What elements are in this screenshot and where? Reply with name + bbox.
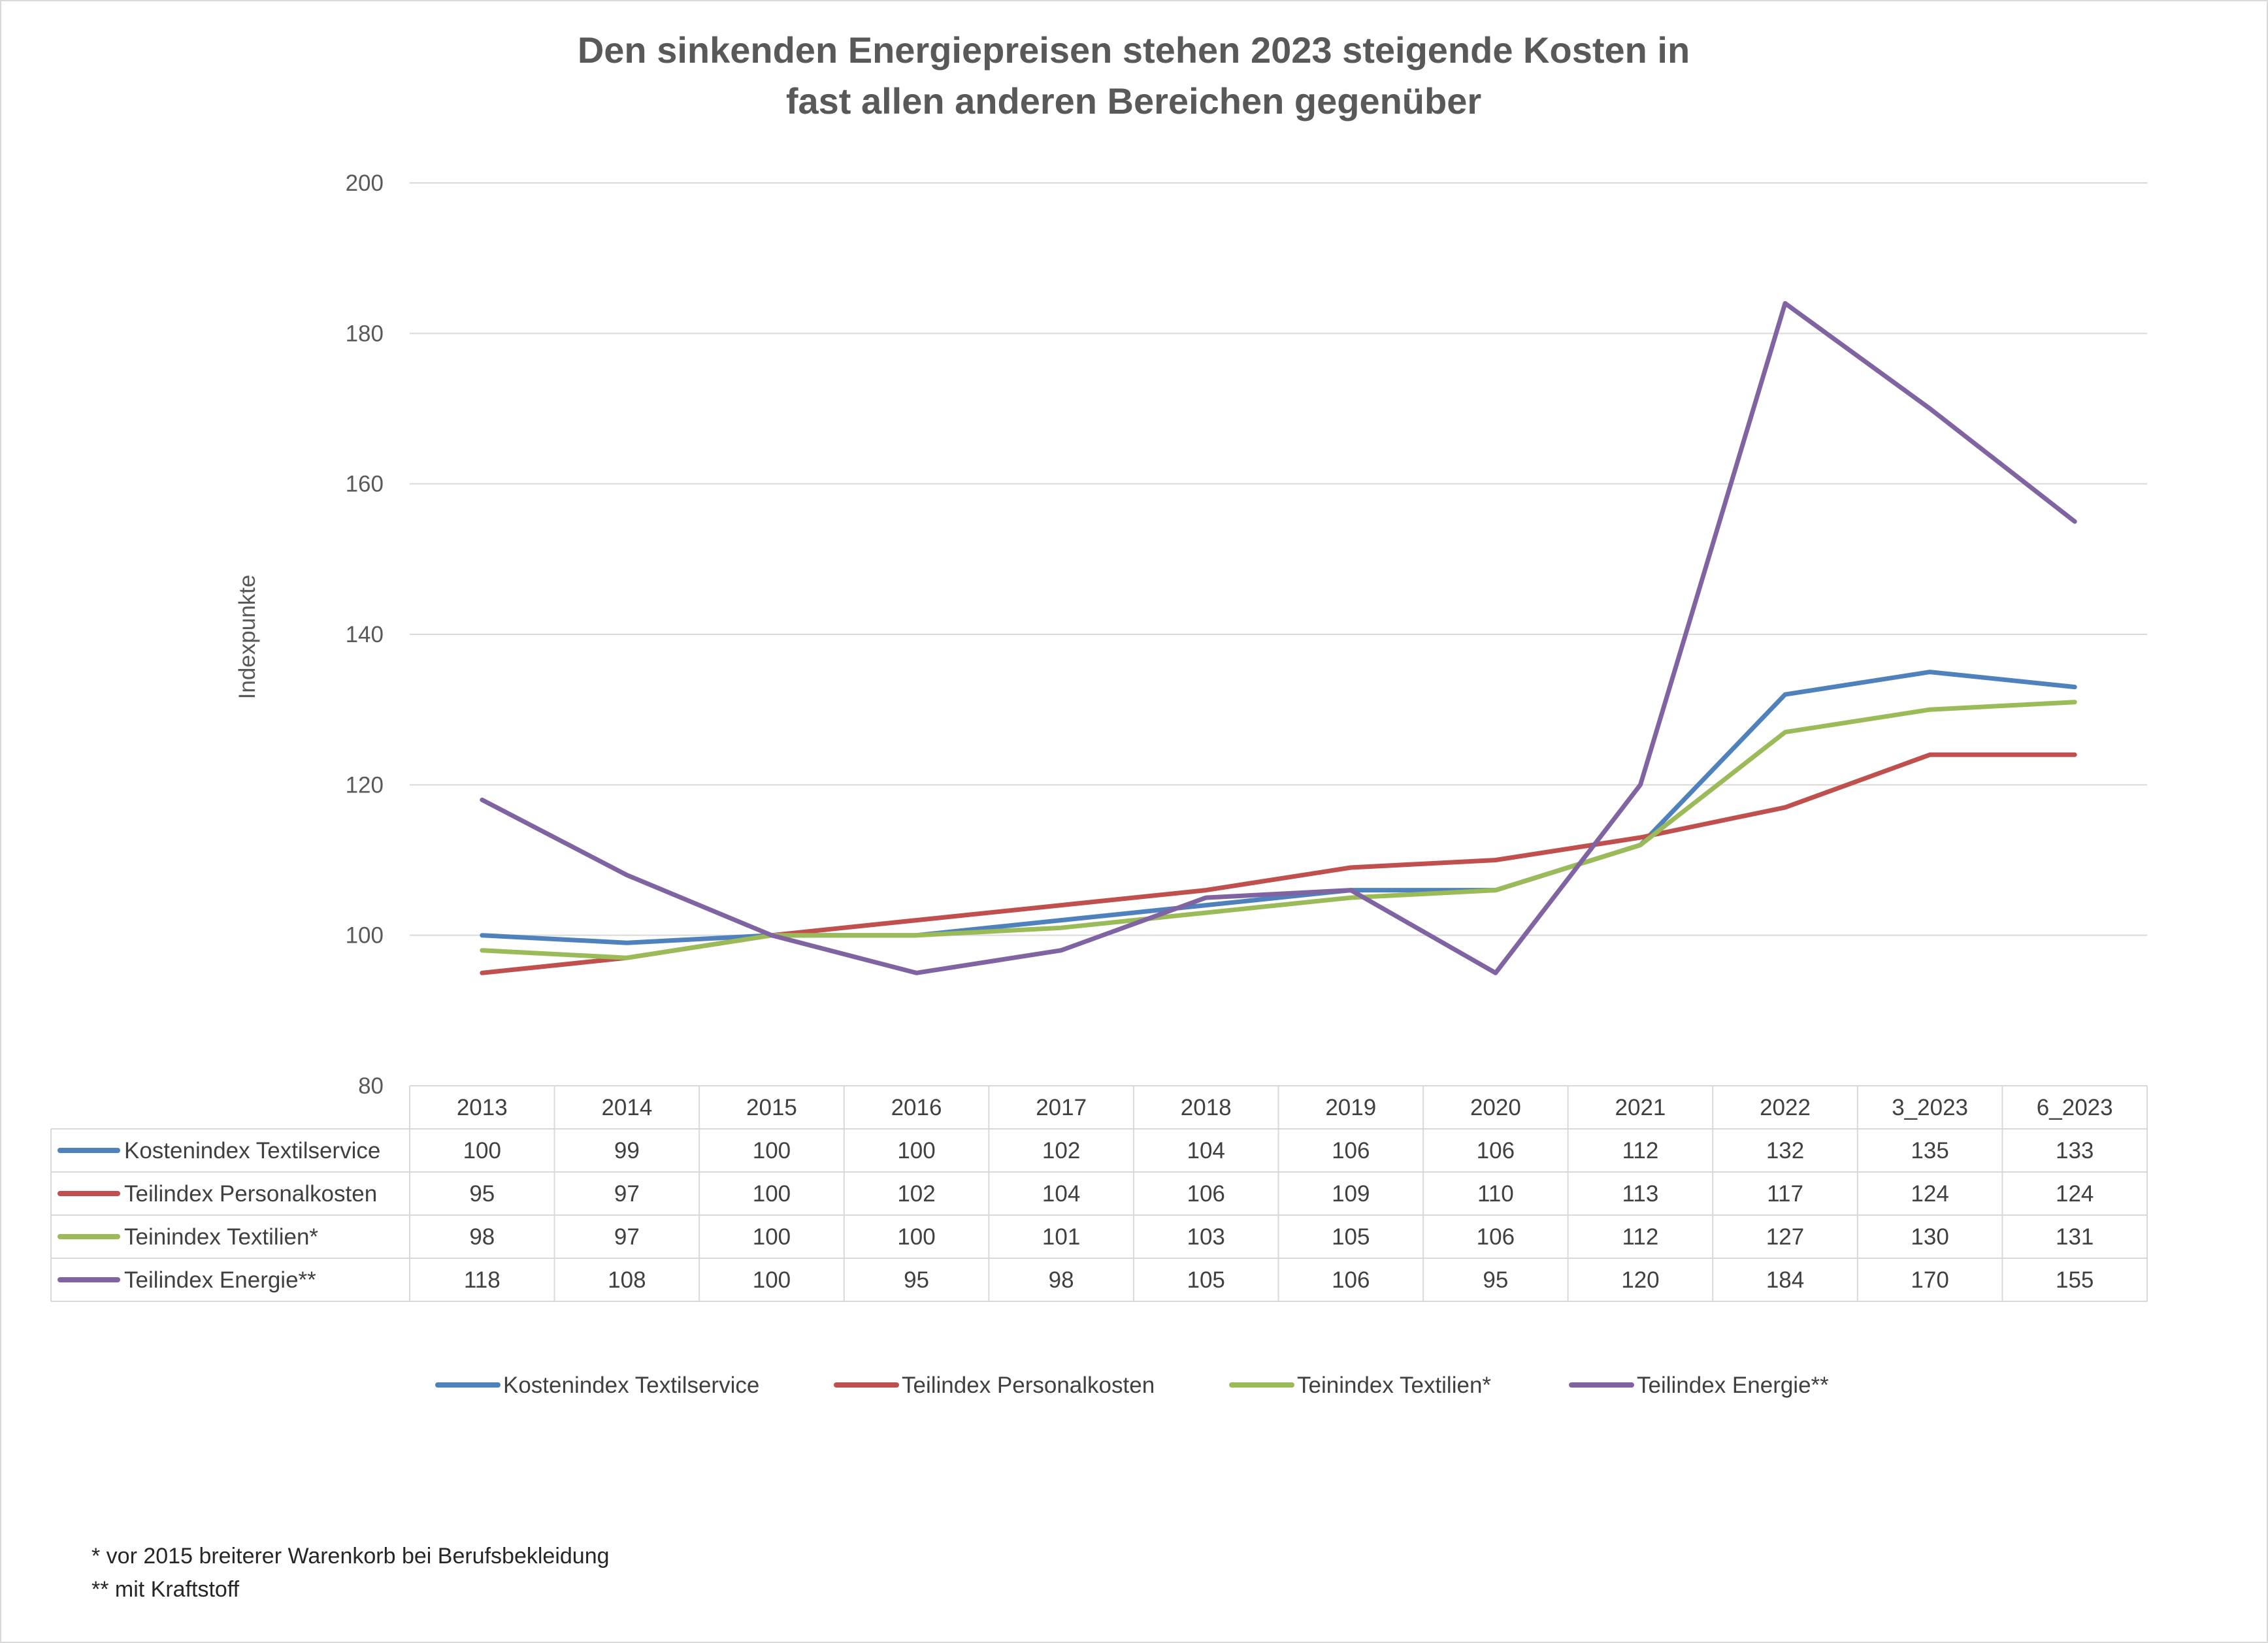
data-label-s2-2014: 97: [614, 1181, 640, 1207]
series-line-1: [480, 670, 2077, 945]
x-tick-label-6_2023: 6_2023: [2037, 1095, 2113, 1120]
x-tick-label-2014: 2014: [601, 1095, 652, 1120]
data-label-s4-2019: 106: [1332, 1267, 1370, 1293]
y-axis-ticks: 80 100 120 140 160 180 200: [346, 171, 384, 1099]
data-label-s2-6_2023: 124: [2056, 1181, 2094, 1207]
data-label-s2-2022: 117: [1767, 1181, 1803, 1207]
x-tick-label-2017: 2017: [1036, 1095, 1087, 1120]
table-series-name-4: Teilindex Energie**: [124, 1267, 316, 1293]
series-line-3: [480, 700, 2077, 960]
x-tick-label-2015: 2015: [746, 1095, 797, 1120]
x-tick-label-2022: 2022: [1760, 1095, 1811, 1120]
data-table: 2013 2014 2015 2016 2017 2018 2019 2020 2021 2022…: [50, 1085, 2148, 1302]
data-label-s4-2016: 95: [904, 1267, 929, 1293]
x-tick-label-2019: 2019: [1325, 1095, 1376, 1120]
data-label-s1-3_2023: 135: [1911, 1138, 1948, 1163]
data-label-s2-2016: 102: [897, 1181, 935, 1207]
data-label-s2-2019: 109: [1332, 1181, 1370, 1207]
data-label-s1-2019: 106: [1332, 1138, 1370, 1163]
data-label-s2-2013: 95: [469, 1181, 495, 1207]
data-label-s2-3_2023: 124: [1911, 1181, 1948, 1207]
data-label-s3-3_2023: 130: [1911, 1224, 1948, 1250]
y-tick-label-200: 200: [346, 171, 384, 196]
data-label-s2-2021: 113: [1622, 1181, 1659, 1207]
data-label-s2-2015: 100: [753, 1181, 791, 1207]
data-label-s4-2020: 95: [1483, 1267, 1508, 1293]
y-axis-label: Indexpunkte: [235, 575, 260, 700]
data-label-s1-2017: 102: [1042, 1138, 1080, 1163]
gridlines: [410, 182, 2147, 936]
series-lines: [480, 301, 2077, 975]
y-tick-label-140: 140: [346, 622, 384, 647]
data-label-s4-2018: 105: [1187, 1267, 1225, 1293]
legend-label-3: Teinindex Textilien*: [1297, 1373, 1491, 1398]
data-label-s4-6_2023: 155: [2056, 1267, 2094, 1293]
data-label-s2-2017: 104: [1042, 1181, 1080, 1207]
data-label-s4-2015: 100: [753, 1267, 791, 1293]
data-label-s3-2019: 105: [1332, 1224, 1370, 1250]
y-tick-label-100: 100: [346, 923, 384, 949]
legend-label-4: Teilindex Energie**: [1637, 1373, 1829, 1398]
x-tick-label-2021: 2021: [1615, 1095, 1666, 1120]
chart-title-line-1: Den sinkenden Energiepreisen stehen 2023…: [578, 29, 1690, 71]
table-series-name-2: Teilindex Personalkosten: [124, 1181, 377, 1207]
data-label-s3-2017: 101: [1042, 1224, 1080, 1250]
data-label-s3-2022: 127: [1766, 1224, 1804, 1250]
footnote-2: ** mit Kraftstoff: [91, 1577, 240, 1602]
legend: Kostenindex Textilservice Teilindex Perso…: [435, 1373, 1829, 1398]
data-label-s1-2020: 106: [1477, 1138, 1515, 1163]
table-series-name-3: Teinindex Textilien*: [124, 1224, 318, 1250]
data-label-s3-2016: 100: [897, 1224, 935, 1250]
data-label-s1-2014: 99: [614, 1138, 640, 1163]
chart-title: Den sinkenden Energiepreisen stehen 2023…: [578, 29, 1690, 122]
data-label-s4-2021: 120: [1621, 1267, 1659, 1293]
y-tick-label-80: 80: [358, 1073, 384, 1099]
data-label-s3-2014: 97: [614, 1224, 640, 1250]
data-label-s1-2015: 100: [753, 1138, 791, 1163]
data-label-s2-2020: 110: [1477, 1181, 1514, 1207]
table-series-name-1: Kostenindex Textilservice: [124, 1138, 380, 1163]
data-label-s3-6_2023: 131: [2056, 1224, 2094, 1250]
y-tick-label-120: 120: [346, 772, 384, 798]
data-label-s1-2021: 112: [1622, 1138, 1659, 1163]
legend-label-1: Kostenindex Textilservice: [503, 1373, 759, 1398]
data-label-s3-2015: 100: [753, 1224, 791, 1250]
data-label-s2-2018: 106: [1187, 1181, 1225, 1207]
data-label-s4-3_2023: 170: [1911, 1267, 1948, 1293]
data-label-s1-2018: 104: [1187, 1138, 1225, 1163]
x-tick-label-2013: 2013: [457, 1095, 508, 1120]
data-label-s1-6_2023: 133: [2056, 1138, 2094, 1163]
y-tick-label-180: 180: [346, 321, 384, 346]
x-tick-label-3_2023: 3_2023: [1892, 1095, 1968, 1120]
series-line-4: [480, 301, 2077, 975]
data-label-s4-2014: 108: [608, 1267, 646, 1293]
data-label-s3-2020: 106: [1477, 1224, 1515, 1250]
chart-title-line-2: fast allen anderen Bereichen gegenüber: [786, 80, 1481, 122]
x-tick-label-2018: 2018: [1181, 1095, 1232, 1120]
data-label-s1-2013: 100: [463, 1138, 501, 1163]
data-label-s1-2016: 100: [897, 1138, 935, 1163]
data-label-s4-2013: 118: [464, 1267, 501, 1293]
data-label-s4-2022: 184: [1766, 1267, 1804, 1293]
footnote-1: * vor 2015 breiterer Warenkorb bei Beruf…: [91, 1544, 610, 1569]
x-tick-label-2020: 2020: [1470, 1095, 1521, 1120]
data-label-s3-2018: 103: [1187, 1224, 1225, 1250]
data-label-s3-2021: 112: [1622, 1224, 1659, 1250]
data-label-s3-2013: 98: [469, 1224, 495, 1250]
y-tick-label-160: 160: [346, 472, 384, 497]
data-label-s4-2017: 98: [1049, 1267, 1074, 1293]
legend-label-2: Teilindex Personalkosten: [902, 1373, 1155, 1398]
x-tick-label-2016: 2016: [891, 1095, 942, 1120]
data-label-s1-2022: 132: [1766, 1138, 1804, 1163]
